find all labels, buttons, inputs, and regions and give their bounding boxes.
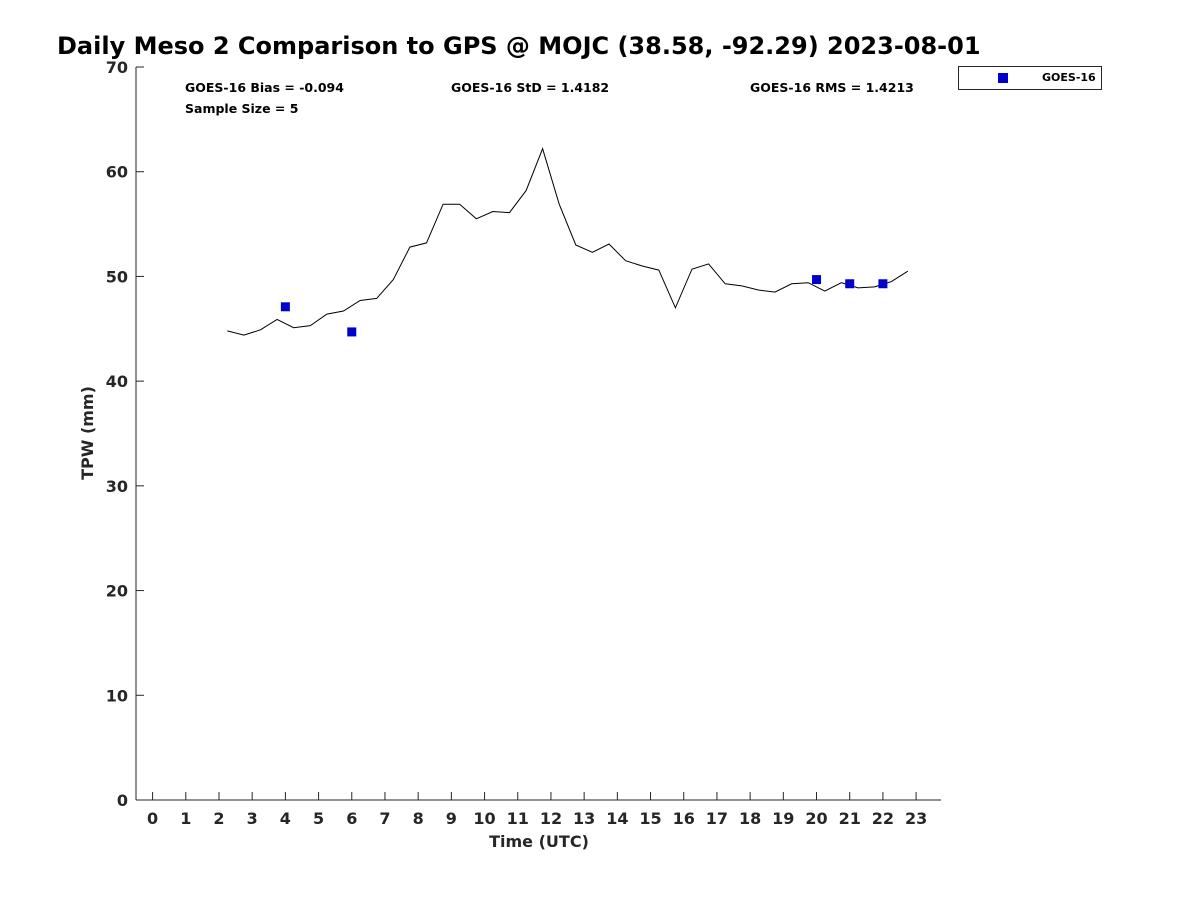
y-tick-label: 20: [106, 582, 128, 601]
y-tick-label: 70: [106, 58, 128, 77]
x-tick-label: 15: [639, 809, 661, 828]
x-tick-label: 22: [872, 809, 894, 828]
goes16-point: [812, 275, 822, 285]
x-tick-label: 5: [313, 809, 324, 828]
x-tick-label: 1: [180, 809, 191, 828]
x-tick-label: 12: [540, 809, 562, 828]
y-tick-label: 40: [106, 372, 128, 391]
legend: GOES-16: [958, 66, 1102, 90]
x-tick-label: 11: [507, 809, 529, 828]
y-tick-label: 50: [106, 267, 128, 286]
goes16-point: [878, 279, 888, 289]
x-axis-label: Time (UTC): [489, 832, 589, 851]
y-tick-label: 60: [106, 163, 128, 182]
x-tick-label: 14: [606, 809, 628, 828]
x-ticks: 0 1 2 3 4 5 6 7 8 9 10 11 12 13 14 15 16 17 18 19 20 21 22 23: [147, 792, 927, 828]
bias-stat: GOES-16 Bias = -0.094: [185, 80, 344, 95]
legend-label-goes16: GOES-16: [1042, 71, 1096, 84]
x-tick-label: 13: [573, 809, 595, 828]
std-stat: GOES-16 StD = 1.4182: [451, 80, 609, 95]
x-tick-label: 7: [379, 809, 390, 828]
goes16-point: [347, 327, 357, 337]
x-tick-label: 21: [839, 809, 861, 828]
x-tick-label: 2: [213, 809, 224, 828]
x-tick-label: 4: [280, 809, 291, 828]
x-tick-label: 19: [772, 809, 794, 828]
x-tick-label: 3: [247, 809, 258, 828]
x-tick-label: 6: [346, 809, 357, 828]
series-layer: [227, 147, 909, 337]
x-tick-label: 20: [805, 809, 827, 828]
y-tick-label: 10: [106, 686, 128, 705]
x-tick-label: 10: [473, 809, 495, 828]
goes16-point: [280, 302, 290, 312]
y-axis-label: TPW (mm): [78, 386, 97, 480]
x-tick-label: 9: [446, 809, 457, 828]
x-tick-label: 23: [905, 809, 927, 828]
x-tick-label: 18: [739, 809, 761, 828]
gps-tpw-line: [227, 147, 909, 336]
y-ticks: 0 10 20 30 40 50 60 70: [106, 58, 144, 810]
rms-stat: GOES-16 RMS = 1.4213: [750, 80, 914, 95]
legend-box: [958, 66, 1102, 90]
y-tick-label: 0: [117, 791, 128, 810]
x-tick-label: 16: [673, 809, 695, 828]
goes16-point: [845, 279, 855, 289]
chart-title: Daily Meso 2 Comparison to GPS @ MOJC (3…: [57, 32, 981, 60]
x-tick-label: 8: [413, 809, 424, 828]
legend-marker-goes16: [998, 73, 1008, 83]
x-tick-label: 17: [706, 809, 728, 828]
y-tick-label: 30: [106, 477, 128, 496]
sample-size-stat: Sample Size = 5: [185, 101, 298, 116]
x-tick-label: 0: [147, 809, 158, 828]
